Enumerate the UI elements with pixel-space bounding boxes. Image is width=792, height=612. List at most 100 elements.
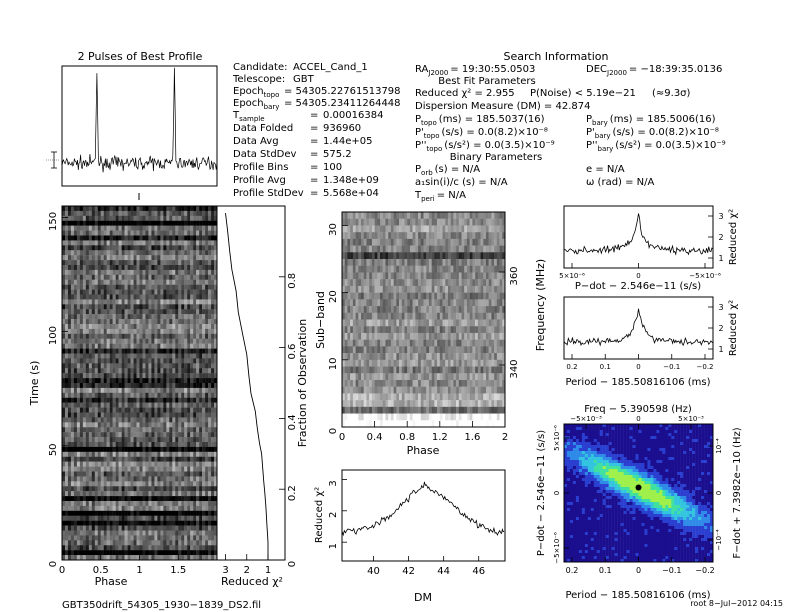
time-phase-cell (181, 373, 185, 379)
time-phase-cell (208, 274, 212, 280)
time-phase-cell (67, 343, 72, 349)
time-phase-cell (62, 343, 66, 349)
time-phase-cell (139, 417, 143, 423)
subband-cell (388, 339, 392, 347)
time-phase-cell (163, 378, 167, 384)
time-phase-cell (97, 250, 101, 256)
subband-cell (464, 259, 468, 266)
time-phase-cell (205, 501, 209, 507)
subband-cell (418, 245, 421, 253)
time-phase-cell (100, 383, 104, 389)
time-phase-cell (199, 501, 203, 507)
time-phase-cell (154, 540, 158, 546)
time-phase-cell (79, 328, 84, 335)
subband-cell (380, 312, 383, 320)
time-phase-cell (151, 501, 155, 507)
subband-cell (355, 339, 359, 347)
subband-cell (499, 326, 503, 334)
time-phase-cell (169, 545, 173, 551)
time-phase-cell (133, 525, 137, 531)
time-phase-cell (157, 555, 161, 560)
time-phase-cell (133, 269, 137, 276)
time-phase-cell (82, 525, 87, 531)
time-phase-cell (85, 250, 90, 256)
time-phase-cell (82, 260, 87, 266)
time-phase-cell (64, 353, 69, 359)
time-phase-cell (160, 530, 164, 536)
subband-cell (399, 252, 402, 260)
time-phase-cell (139, 397, 143, 403)
time-phase-cell (175, 387, 179, 394)
subband-cell (499, 299, 503, 307)
time-phase-cell (160, 535, 164, 541)
subband-cell (385, 272, 389, 280)
subband-cell (475, 245, 479, 253)
time-phase-cell (115, 279, 119, 285)
time-phase-cell (73, 265, 78, 271)
subband-cell (456, 238, 460, 246)
time-phase-cell (121, 427, 125, 433)
time-phase-cell (148, 220, 152, 226)
time-phase-cell (163, 255, 167, 261)
time-phase-cell (151, 550, 155, 556)
time-phase-cell (97, 417, 101, 423)
time-phase-cell (178, 289, 182, 295)
time-phase-cell (64, 540, 69, 546)
subband-cell (464, 292, 468, 300)
time-phase-cell (151, 373, 155, 379)
time-phase-cell (67, 437, 72, 443)
subband-cell (488, 332, 492, 340)
time-phase-cell (130, 451, 134, 457)
time-phase-cell (202, 378, 206, 384)
time-phase-cell (94, 461, 98, 467)
time-phase-cell (154, 338, 158, 344)
subband-cell (418, 259, 421, 266)
time-phase-cell (62, 274, 66, 280)
subband-cell (404, 225, 408, 233)
time-phase-cell (73, 368, 78, 374)
time-phase-cell (148, 289, 152, 295)
time-phase-cell (76, 476, 81, 482)
time-phase-cell (190, 215, 194, 221)
time-phase-cell (163, 240, 167, 246)
time-phase-cell (181, 407, 185, 413)
time-phase-cell (193, 510, 197, 516)
time-phase-cell (103, 505, 107, 512)
time-phase-cell (187, 466, 191, 472)
time-phase-cell (145, 525, 149, 531)
time-phase-cell (148, 417, 152, 423)
time-phase-cell (172, 471, 176, 477)
time-phase-cell (208, 471, 212, 477)
time-phase-cell (109, 427, 113, 433)
profile-marks (61, 67, 218, 173)
time-phase-cell (67, 510, 72, 516)
subband-cell (358, 319, 362, 327)
subband-cell (445, 292, 449, 300)
time-phase-cell (202, 294, 206, 300)
time-phase-cell (97, 333, 101, 339)
time-phase-cell (115, 358, 119, 364)
time-phase-cell (85, 353, 90, 359)
time-phase-cell (193, 343, 197, 349)
subband-cell (404, 212, 408, 219)
time-phase-cell (160, 392, 164, 398)
time-phase-cell (163, 535, 167, 541)
subband-cell (377, 326, 381, 334)
time-phase-cell (193, 535, 197, 541)
time-phase-cell (145, 255, 149, 261)
time-phase-cell (67, 260, 72, 266)
time-phase-cell (181, 210, 185, 217)
subband-cell (431, 218, 435, 226)
time-phase-cell (175, 260, 179, 266)
subband-cell (369, 306, 373, 313)
time-phase-cell (154, 206, 158, 212)
time-phase-cell (103, 269, 107, 276)
time-phase-xtick-label: 0.5 (93, 565, 109, 576)
time-phase-cell (64, 496, 69, 502)
time-phase-cell (190, 402, 194, 408)
subband-phase-heatmap (342, 212, 505, 427)
subband-cell (494, 218, 498, 226)
time-phase-cell (85, 274, 90, 280)
time-phase-ytick-label: 0 (48, 561, 59, 567)
time-phase-cell (145, 338, 149, 344)
